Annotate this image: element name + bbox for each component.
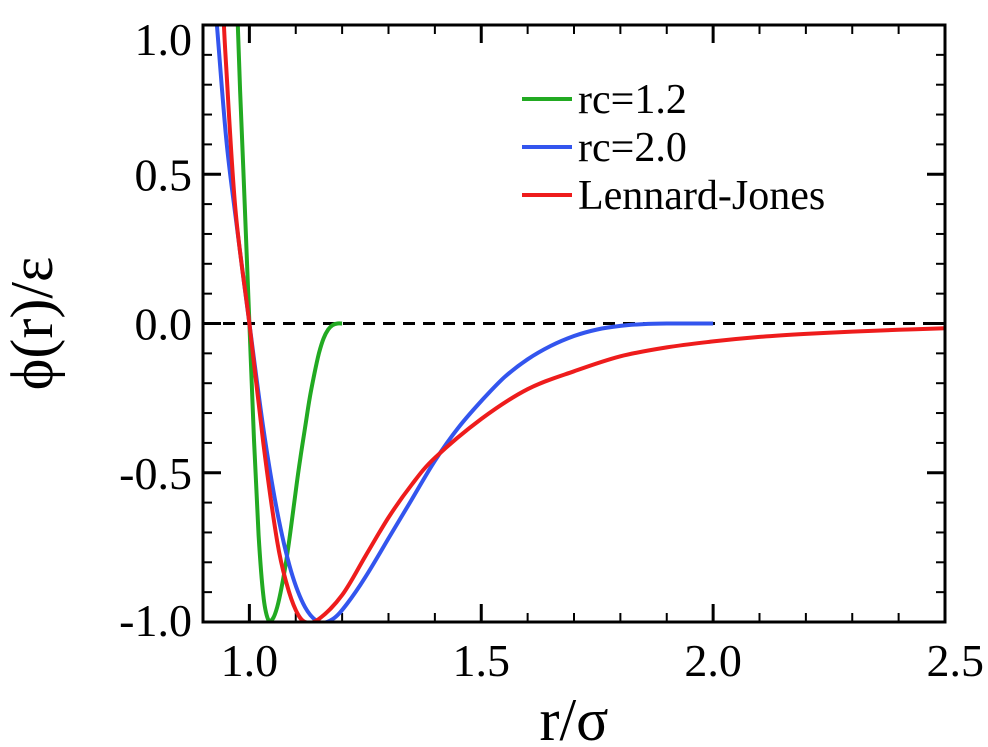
x-tick-label: 1.5 xyxy=(453,635,511,686)
x-tick-labels: 1.0 1.5 2.0 2.5 xyxy=(221,635,984,686)
y-tick-label: -0.5 xyxy=(119,448,192,499)
y-tick-label: 1.0 xyxy=(135,14,193,65)
y-tick-label: 0.0 xyxy=(135,299,193,350)
legend-label: rc=2.0 xyxy=(578,125,687,171)
y-tick-labels: -1.0 -0.5 0.0 0.5 1.0 xyxy=(119,14,192,646)
legend-label: Lennard-Jones xyxy=(578,173,825,219)
y-tick-label: 0.5 xyxy=(135,149,193,200)
x-tick-label: 1.0 xyxy=(221,635,279,686)
plot-frame xyxy=(201,23,947,624)
series-layer xyxy=(214,25,945,622)
x-axis-title: r/σ xyxy=(540,687,609,747)
y-tick-label: -1.0 xyxy=(119,595,192,646)
legend-label: rc=1.2 xyxy=(578,77,687,123)
y-axis-title: ϕ(r)/ε xyxy=(0,257,65,390)
x-tick-label: 2.0 xyxy=(684,635,742,686)
series-line-3 xyxy=(221,25,945,622)
x-tick-label: 2.5 xyxy=(927,635,985,686)
